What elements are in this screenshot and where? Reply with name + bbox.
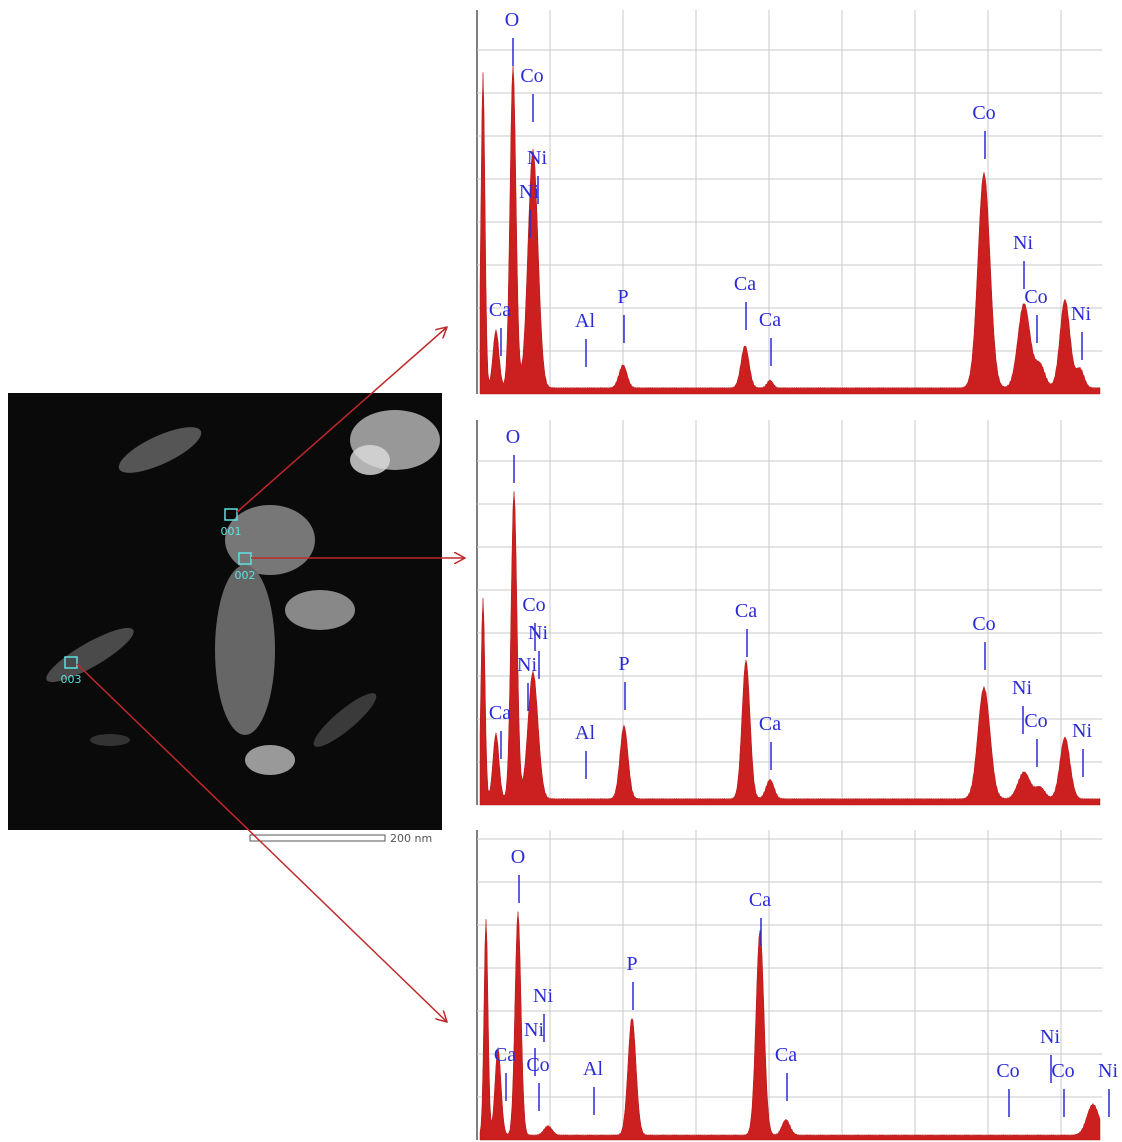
peak-label: Ni [1098, 1060, 1118, 1082]
peak-label: Ca [759, 713, 781, 735]
peak-label: Co [526, 1054, 549, 1076]
peak-label: Co [522, 594, 545, 616]
scale-bar [249, 834, 386, 842]
peak-label: Ca [775, 1044, 797, 1066]
peak-label: Co [1051, 1060, 1074, 1082]
arrows [76, 327, 465, 1022]
peak-label: Ni [517, 654, 537, 676]
peak-label: Ni [1072, 720, 1092, 742]
point-label: 003 [61, 673, 82, 686]
peak-label: Ca [734, 273, 756, 295]
peak-label: Ni [519, 181, 539, 203]
point-label: 001 [221, 525, 242, 538]
peak-label: Co [972, 102, 995, 124]
peak-label: Ni [524, 1019, 544, 1041]
peak-label: P [617, 286, 628, 308]
peak-label: O [505, 9, 519, 31]
peak-label: Co [1024, 286, 1047, 308]
peak-label: Al [575, 310, 595, 332]
peak-label: Ni [1012, 677, 1032, 699]
scale-label: 200 nm [390, 832, 432, 845]
peak-label: Ni [1040, 1026, 1060, 1048]
peak-label: Ni [533, 985, 553, 1007]
peak-label: P [626, 953, 637, 975]
spectrum [479, 491, 1101, 806]
peak-label: P [618, 653, 629, 675]
peak-label: Al [575, 722, 595, 744]
peak-label: Ni [528, 622, 548, 644]
peak-label: Ca [749, 889, 771, 911]
peak-label: Ca [489, 299, 511, 321]
spectrum [479, 911, 1101, 1141]
peak-label: Ca [735, 600, 757, 622]
peak-label: Ca [759, 309, 781, 331]
peak-label: Ni [1071, 303, 1091, 325]
tem-image: 001 002 003 [8, 393, 442, 830]
peak-label: Co [996, 1060, 1019, 1082]
peak-label: Co [1024, 710, 1047, 732]
peak-label: O [511, 846, 525, 868]
peak-label: O [506, 426, 520, 448]
peak-label: Co [972, 613, 995, 635]
peak-label: Ni [1013, 232, 1033, 254]
peak-label: Co [520, 65, 543, 87]
point-label: 002 [235, 569, 256, 582]
peak-label: Ni [527, 147, 547, 169]
peak-label: Ca [494, 1044, 516, 1066]
spectrum [479, 64, 1101, 395]
peak-label: Ca [489, 702, 511, 724]
peak-label: Al [583, 1058, 603, 1080]
